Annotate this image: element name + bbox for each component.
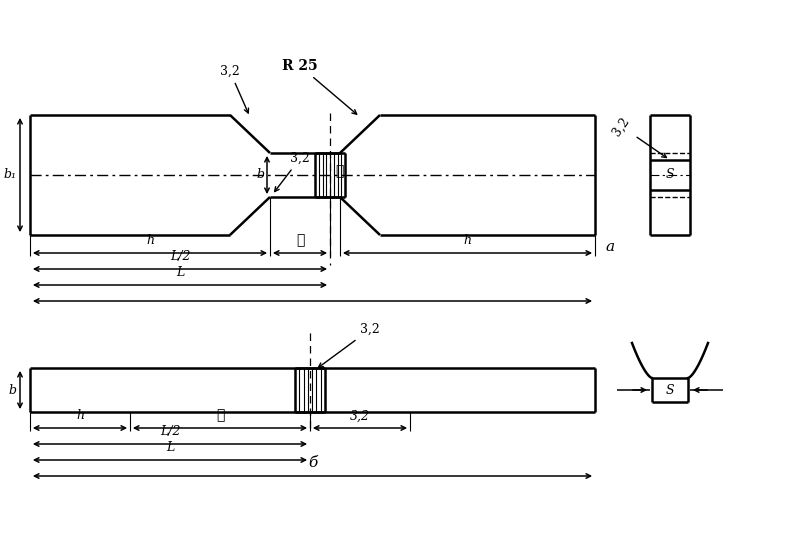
Text: ℓ: ℓ (296, 233, 304, 247)
Text: 3,2: 3,2 (610, 114, 666, 158)
Text: a: a (605, 240, 614, 254)
Text: 3,2: 3,2 (275, 152, 310, 192)
Text: 3,2: 3,2 (319, 323, 380, 367)
Text: b: b (8, 383, 16, 396)
Text: L/2: L/2 (170, 250, 191, 263)
Text: 3,2: 3,2 (220, 65, 248, 113)
Text: b₁: b₁ (3, 169, 16, 181)
Text: S: S (666, 383, 674, 396)
Text: h: h (464, 234, 472, 247)
Text: L/2: L/2 (159, 425, 180, 438)
Text: 3,2: 3,2 (350, 410, 370, 423)
Text: L: L (166, 441, 174, 454)
Text: ℓ: ℓ (335, 164, 344, 178)
Text: R 25: R 25 (282, 59, 356, 114)
Text: h: h (76, 409, 84, 422)
Text: h: h (146, 234, 154, 247)
Text: ℓ: ℓ (215, 408, 224, 422)
Text: b: b (256, 169, 264, 181)
Text: L: L (176, 266, 184, 279)
Text: S: S (666, 169, 674, 181)
Text: б: б (308, 456, 317, 470)
